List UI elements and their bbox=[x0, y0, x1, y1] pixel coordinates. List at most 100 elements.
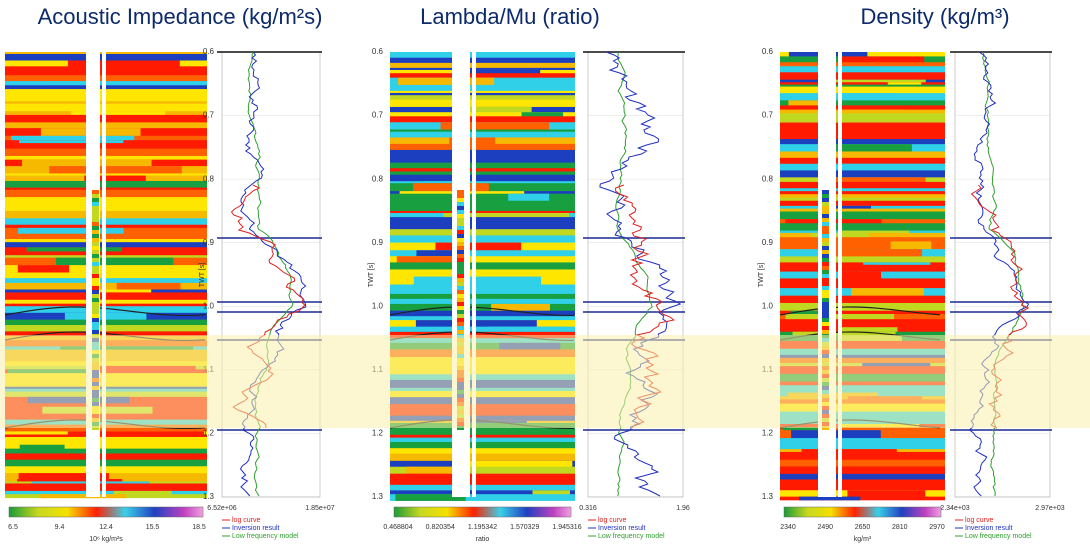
seismic-layer bbox=[780, 451, 945, 456]
well-log-column bbox=[457, 198, 464, 202]
seismic-layer bbox=[780, 473, 945, 480]
well-log-column bbox=[92, 222, 99, 226]
y-tick-label: 0.9 bbox=[372, 238, 384, 247]
well-log-column bbox=[822, 282, 829, 286]
seismic-patch bbox=[395, 494, 466, 501]
seismic-layer bbox=[780, 139, 945, 145]
seismic-patch bbox=[887, 82, 922, 86]
well-log-column bbox=[457, 274, 464, 278]
well-log-column bbox=[822, 234, 829, 238]
well-log-column bbox=[457, 222, 464, 226]
y-tick-label: 1.0 bbox=[372, 301, 384, 310]
seismic-layer bbox=[780, 496, 945, 501]
well-log-column bbox=[822, 306, 829, 310]
well-log-column bbox=[457, 302, 464, 306]
seismic-layer bbox=[780, 105, 945, 111]
well-log-column bbox=[822, 330, 829, 334]
seismic-patch bbox=[413, 276, 542, 286]
seismic-patch bbox=[801, 449, 897, 453]
colorbar-tick-label: 2650 bbox=[855, 524, 871, 531]
seismic-layer bbox=[390, 316, 575, 321]
seismic-layer bbox=[780, 188, 945, 192]
well-log-column bbox=[92, 258, 99, 262]
target-zone-highlight bbox=[0, 335, 1090, 428]
well-log-column bbox=[822, 270, 829, 274]
well-log-column bbox=[822, 318, 829, 322]
well-log-column bbox=[457, 262, 464, 266]
seismic-layer bbox=[390, 181, 575, 184]
seismic-patch bbox=[831, 109, 903, 114]
seismic-patch bbox=[491, 303, 550, 312]
colorbar-tick-label: 0.468804 bbox=[383, 524, 412, 531]
seismic-patch bbox=[84, 175, 146, 182]
seismic-patch bbox=[841, 230, 910, 234]
seismic-layer bbox=[390, 67, 575, 71]
y-tick-label: 0.7 bbox=[203, 111, 215, 120]
seismic-layer bbox=[390, 448, 575, 455]
seismic-patch bbox=[461, 69, 541, 74]
seismic-layer bbox=[390, 437, 575, 443]
well-log-column bbox=[92, 210, 99, 214]
colorbar-unit: ratio bbox=[476, 536, 490, 543]
seismic-patch bbox=[55, 257, 174, 266]
seismic-layer bbox=[780, 126, 945, 133]
well-log-column bbox=[457, 294, 464, 298]
seismic-layer bbox=[390, 490, 575, 495]
y-tick-label: 1.3 bbox=[203, 492, 215, 501]
seismic-patch bbox=[840, 56, 925, 63]
seismic-patch bbox=[521, 112, 564, 117]
seismic-patch bbox=[11, 135, 135, 141]
seismic-layer bbox=[390, 256, 575, 263]
legend-label: Inversion result bbox=[232, 525, 280, 532]
seismic-layer bbox=[390, 479, 575, 486]
well-log-column bbox=[92, 254, 99, 258]
seismic-layer bbox=[780, 484, 945, 491]
well-log-column bbox=[822, 194, 829, 198]
well-log-column bbox=[457, 234, 464, 238]
seismic-layer bbox=[390, 229, 575, 236]
colorbar-tick-label: 0.820354 bbox=[426, 524, 455, 531]
well-log-column bbox=[92, 314, 99, 318]
legend-label: Low frequency model bbox=[965, 533, 1032, 540]
seismic-patch bbox=[67, 60, 180, 67]
seismic-patch bbox=[89, 289, 152, 293]
seismic-layer bbox=[390, 171, 575, 176]
seismic-layer bbox=[780, 84, 945, 88]
seismic-layer bbox=[780, 72, 945, 81]
seismic-layer bbox=[780, 211, 945, 220]
well-log-column bbox=[457, 242, 464, 246]
colorbar-tick-label: 2490 bbox=[817, 524, 833, 531]
seismic-layer bbox=[780, 427, 945, 431]
seismic-patch bbox=[799, 496, 861, 501]
seismic-patch bbox=[826, 163, 942, 171]
well-log-column bbox=[822, 250, 829, 254]
seismic-layer bbox=[780, 191, 945, 195]
seismic-layer bbox=[390, 429, 575, 436]
well-log-column bbox=[457, 254, 464, 258]
well-log-column bbox=[457, 326, 464, 330]
seismic-layer bbox=[390, 156, 575, 164]
well-log-column bbox=[92, 190, 99, 194]
seismic-layer bbox=[390, 284, 575, 288]
y-tick-label: 0.8 bbox=[372, 174, 384, 183]
seismic-layer bbox=[780, 170, 945, 178]
well-log-column bbox=[92, 202, 99, 206]
seismic-layer bbox=[390, 129, 575, 133]
seismic-layer bbox=[780, 278, 945, 284]
colorbar-tick-label: 1.195342 bbox=[468, 524, 497, 531]
seismic-layer bbox=[780, 86, 945, 94]
well-gap bbox=[472, 52, 476, 497]
seismic-layer bbox=[390, 168, 575, 172]
well-log-column bbox=[822, 246, 829, 250]
seismic-patch bbox=[841, 271, 882, 279]
seismic-patch bbox=[458, 106, 532, 113]
seismic-patch bbox=[863, 262, 931, 266]
legend-label: log curve bbox=[965, 517, 994, 524]
y-tick-label: 0.6 bbox=[762, 47, 774, 56]
well-log-column bbox=[457, 306, 464, 310]
well-log-column bbox=[92, 290, 99, 294]
seismic-patch bbox=[488, 326, 566, 333]
y-axis-label: TWT [s] bbox=[368, 263, 375, 287]
y-tick-label: 0.6 bbox=[372, 47, 384, 56]
seismic-layer bbox=[780, 262, 945, 266]
